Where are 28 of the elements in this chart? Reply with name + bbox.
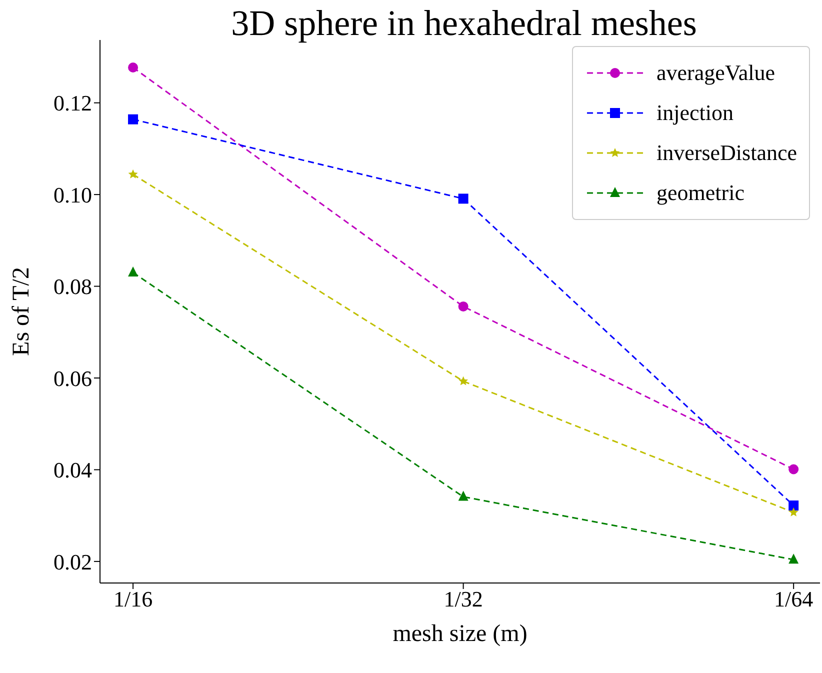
y-tick-label: 0.02	[54, 549, 92, 574]
x-tick-label: 1/16	[113, 586, 153, 612]
legend-label: injection	[656, 100, 734, 126]
x-tick-label: 1/32	[444, 586, 483, 612]
y-axis-title: Es of T/2	[8, 267, 35, 356]
x-axis-title: mesh size (m)	[392, 621, 528, 647]
point	[128, 266, 138, 277]
point	[458, 194, 468, 204]
y-tick-label: 0.10	[54, 182, 92, 208]
point	[458, 490, 468, 501]
point	[128, 62, 138, 73]
point	[458, 376, 468, 386]
x-tick-label: 1/64	[774, 586, 814, 612]
point	[788, 554, 799, 564]
legend-label: geometric	[656, 180, 744, 206]
point	[788, 500, 799, 510]
point	[458, 301, 468, 312]
legend-label: inverseDistance	[656, 140, 797, 166]
y-tick-label: 0.08	[54, 274, 92, 300]
y-tick-label: 0.12	[54, 90, 92, 116]
point	[788, 464, 799, 474]
point	[128, 114, 138, 124]
chart-title: 3D sphere in hexahedral meshes	[230, 2, 698, 44]
point	[128, 169, 138, 178]
y-tick-label: 0.06	[54, 366, 92, 391]
y-tick-label: 0.04	[54, 458, 92, 483]
point	[788, 507, 798, 516]
legend-label: averageValue	[656, 60, 775, 86]
